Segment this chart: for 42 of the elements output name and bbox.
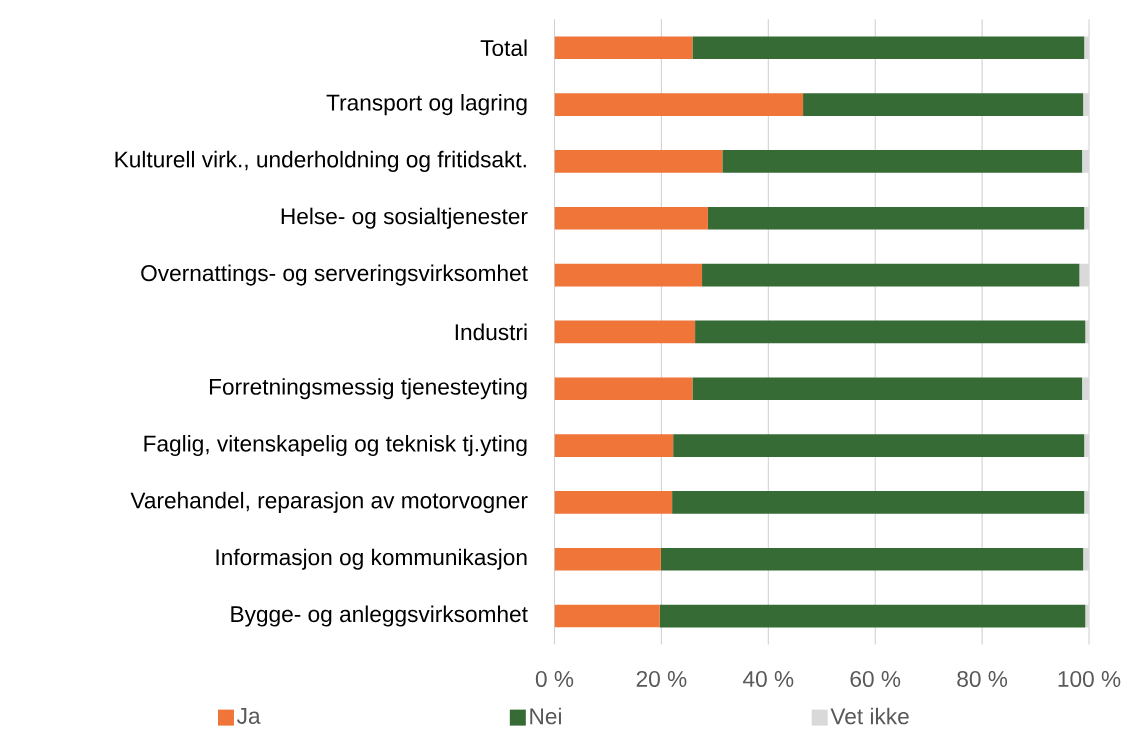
y-tick-label: Bygge- og anleggsvirksomhet — [231, 605, 528, 627]
bar — [722, 149, 1083, 173]
bar — [554, 320, 696, 344]
bar — [554, 149, 723, 173]
x-tick-label: 40 % — [743, 670, 794, 687]
x-tick-label: 80 % — [957, 670, 1008, 687]
bar — [692, 36, 1085, 59]
y-tick-label: Total — [480, 39, 527, 56]
bar — [692, 377, 1083, 400]
y-tick-label: Kulturell virk., underholdning og fritidsakt. — [115, 150, 526, 172]
x-tick-label: 0 % — [535, 670, 574, 687]
y-tick-label: Transport og lagring — [326, 93, 527, 115]
legend-label: Nei — [530, 707, 561, 725]
bar — [803, 93, 1084, 116]
bar — [554, 434, 674, 457]
bar — [695, 320, 1086, 344]
y-tick-label: Overnattings- og serveringsvirksomhet — [141, 264, 528, 286]
legend-label: Vet ikke — [830, 707, 909, 725]
y-tick-label: Helse- og sosialtjenester — [281, 207, 528, 229]
bar — [673, 434, 1085, 457]
y-tick-label: Informasjon og kommunikasjon — [216, 548, 527, 570]
bar — [554, 206, 708, 230]
bar — [554, 36, 693, 59]
bar — [554, 490, 673, 514]
bar — [659, 604, 1086, 628]
bar — [554, 377, 693, 400]
x-tick-label: 20 % — [636, 670, 687, 687]
bar — [707, 206, 1085, 230]
bar — [554, 93, 804, 116]
y-tick-label: Varehandel, reparasjon av motorvogner — [130, 491, 528, 513]
y-tick-label: Industri — [455, 323, 527, 341]
x-tick-label: 100 % — [1058, 670, 1121, 687]
x-tick-label: 60 % — [850, 670, 901, 687]
y-tick-label: Forretningsmessig tjenesteyting — [209, 377, 527, 400]
bar — [554, 263, 703, 287]
bar — [672, 490, 1085, 514]
bar — [554, 604, 660, 628]
y-tick-label: Faglig, vitenskapelig og teknisk tj.yting — [144, 434, 527, 456]
bar — [660, 547, 1084, 571]
bar — [554, 547, 661, 571]
legend-label: Ja — [236, 707, 261, 724]
bar — [702, 263, 1080, 287]
